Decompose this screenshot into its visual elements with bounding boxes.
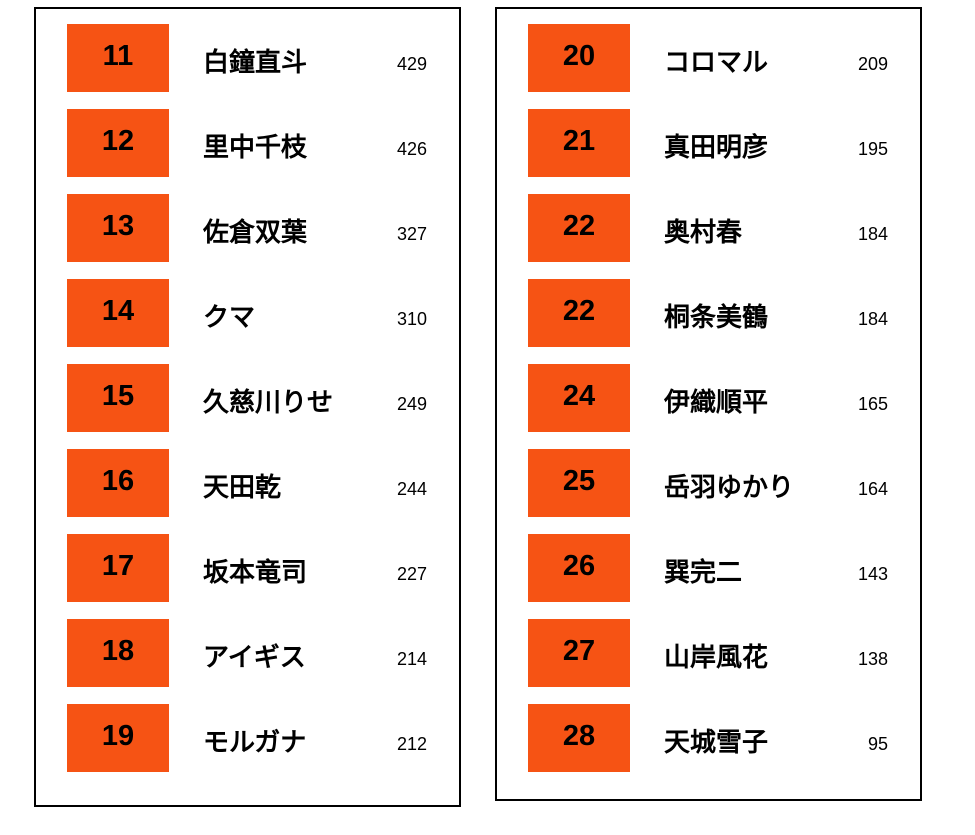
ranking-panel-right: 20 コロマル 209 21 真田明彦 195 22 奥村春 184 22 桐条美鶴 184 24 伊織順… (495, 7, 922, 801)
ranking-row: 28 天城雪子 95 (497, 704, 920, 772)
vote-count: 165 (857, 394, 888, 414)
ranking-row: 19 モルガナ 212 (36, 704, 459, 772)
rank-badge: 11 (67, 24, 169, 92)
vote-count: 212 (396, 734, 427, 754)
ranking-row: 11 白鐘直斗 429 (36, 24, 459, 92)
character-name: クマ (203, 302, 256, 332)
character-name: 久慈川りせ (203, 387, 334, 417)
vote-count: 195 (857, 139, 888, 159)
ranking-row: 17 坂本竜司 227 (36, 534, 459, 602)
character-name: 坂本竜司 (203, 557, 308, 587)
vote-count: 95 (867, 734, 888, 754)
rank-badge: 13 (67, 194, 169, 262)
vote-count: 143 (857, 564, 888, 584)
ranking-row: 24 伊織順平 165 (497, 364, 920, 432)
character-name: 山岸風花 (664, 642, 769, 672)
vote-count: 249 (396, 394, 427, 414)
character-name: 真田明彦 (664, 132, 769, 162)
character-name: 奥村春 (664, 217, 743, 247)
vote-count: 214 (396, 649, 427, 669)
character-name: モルガナ (203, 727, 307, 757)
character-name: 天城雪子 (664, 727, 769, 757)
vote-count: 244 (396, 479, 427, 499)
rank-badge: 28 (528, 704, 630, 772)
rank-badge: 26 (528, 534, 630, 602)
rank-badge: 22 (528, 279, 630, 347)
vote-count: 209 (857, 54, 888, 74)
ranking-row: 26 巽完二 143 (497, 534, 920, 602)
rank-badge: 14 (67, 279, 169, 347)
vote-count: 310 (396, 309, 427, 329)
ranking-row: 22 奥村春 184 (497, 194, 920, 262)
vote-count: 138 (857, 649, 888, 669)
rank-badge: 22 (528, 194, 630, 262)
character-name: 白鐘直斗 (203, 47, 308, 77)
ranking-row: 25 岳羽ゆかり 164 (497, 449, 920, 517)
rank-badge: 12 (67, 109, 169, 177)
ranking-row: 12 里中千枝 426 (36, 109, 459, 177)
ranking-panel-left: 11 白鐘直斗 429 12 里中千枝 426 13 佐倉双葉 327 14 クマ 310 15 久慈川り… (34, 7, 461, 807)
rank-badge: 20 (528, 24, 630, 92)
character-name: 天田乾 (203, 472, 282, 502)
character-name: 伊織順平 (664, 387, 769, 417)
character-name: 里中千枝 (203, 132, 308, 162)
vote-count: 164 (857, 479, 888, 499)
ranking-row: 21 真田明彦 195 (497, 109, 920, 177)
ranking-row: 13 佐倉双葉 327 (36, 194, 459, 262)
vote-count: 184 (857, 224, 888, 244)
rank-badge: 25 (528, 449, 630, 517)
rank-badge: 19 (67, 704, 169, 772)
rank-badge: 27 (528, 619, 630, 687)
ranking-row: 27 山岸風花 138 (497, 619, 920, 687)
vote-count: 327 (396, 224, 427, 244)
ranking-row: 18 アイギス 214 (36, 619, 459, 687)
rank-badge: 15 (67, 364, 169, 432)
ranking-row: 16 天田乾 244 (36, 449, 459, 517)
ranking-row: 14 クマ 310 (36, 279, 459, 347)
rank-badge: 24 (528, 364, 630, 432)
vote-count: 227 (396, 564, 427, 584)
ranking-row: 20 コロマル 209 (497, 24, 920, 92)
vote-count: 426 (396, 139, 427, 159)
rank-badge: 17 (67, 534, 169, 602)
vote-count: 429 (396, 54, 427, 74)
ranking-row: 22 桐条美鶴 184 (497, 279, 920, 347)
rank-badge: 21 (528, 109, 630, 177)
vote-count: 184 (857, 309, 888, 329)
ranking-row: 15 久慈川りせ 249 (36, 364, 459, 432)
character-name: 佐倉双葉 (203, 217, 308, 247)
character-name: 桐条美鶴 (664, 302, 769, 332)
character-name: 岳羽ゆかり (664, 472, 795, 502)
character-name: 巽完二 (664, 557, 743, 587)
character-name: アイギス (203, 642, 306, 672)
rank-badge: 16 (67, 449, 169, 517)
character-name: コロマル (664, 47, 769, 77)
rank-badge: 18 (67, 619, 169, 687)
